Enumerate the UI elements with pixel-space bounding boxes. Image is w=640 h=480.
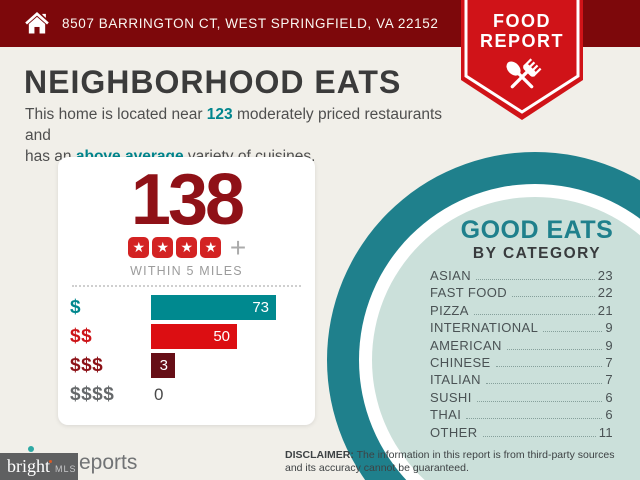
star-icon: ★ bbox=[200, 237, 222, 258]
dotted-leader bbox=[476, 279, 595, 280]
star-icon: ★ bbox=[176, 237, 198, 258]
price-level-label: $$$ bbox=[70, 354, 104, 376]
category-row: CHINESE 7 bbox=[430, 355, 613, 372]
dotted-leader bbox=[506, 348, 603, 350]
category-row: THAI 6 bbox=[430, 407, 613, 424]
category-label: ASIAN bbox=[430, 268, 472, 283]
home-icon bbox=[25, 12, 49, 34]
disclaimer-label: DISCLAIMER: bbox=[285, 449, 354, 461]
category-value: 9 bbox=[605, 337, 613, 353]
price-bar-row: $$$ 3 bbox=[70, 353, 303, 378]
logo-flame-icon bbox=[49, 460, 52, 463]
category-row: SUSHI 6 bbox=[430, 390, 613, 407]
category-value: 6 bbox=[605, 389, 613, 405]
category-row: PIZZA 21 bbox=[430, 303, 613, 320]
logo-reports-text: eports bbox=[79, 451, 138, 474]
ribbon-line2: REPORT bbox=[479, 31, 564, 51]
category-label: AMERICAN bbox=[430, 337, 502, 353]
dotted-leader bbox=[476, 400, 603, 402]
disclaimer: DISCLAIMER: The information in this repo… bbox=[285, 449, 633, 475]
price-bar: 50 bbox=[151, 324, 237, 349]
logo-bright-text: bright bbox=[7, 456, 50, 476]
category-value: 7 bbox=[605, 354, 613, 370]
category-row: AMERICAN 9 bbox=[430, 338, 613, 355]
category-value: 7 bbox=[605, 372, 613, 388]
dotted-divider bbox=[72, 285, 301, 287]
price-bar: 73 bbox=[151, 295, 276, 320]
category-row: INTERNATIONAL 9 bbox=[430, 320, 613, 337]
price-bar-zero-value: 0 bbox=[154, 384, 164, 404]
category-row: ITALIAN 7 bbox=[430, 372, 613, 389]
category-value: 23 bbox=[597, 268, 613, 283]
dotted-leader bbox=[473, 313, 595, 315]
price-bar-row: $$ 50 bbox=[70, 324, 303, 349]
category-value: 9 bbox=[605, 320, 613, 336]
category-value: 11 bbox=[598, 424, 613, 440]
category-label: ITALIAN bbox=[430, 372, 481, 388]
category-panel-title: GOOD EATS bbox=[460, 216, 614, 244]
category-label: OTHER bbox=[430, 424, 478, 440]
category-panel-subtitle: BY CATEGORY bbox=[472, 245, 602, 262]
category-value: 21 bbox=[597, 302, 613, 318]
restaurant-count: 138 bbox=[130, 160, 245, 240]
disclaimer-text: The information in this report is from t… bbox=[285, 449, 615, 474]
category-row: ASIAN 23 bbox=[430, 268, 613, 285]
logo-teal-dot-icon bbox=[28, 446, 34, 452]
intro-highlight: 123 bbox=[206, 106, 233, 123]
star-icon: ★ bbox=[152, 237, 174, 258]
star-icon: ★ bbox=[128, 237, 150, 258]
category-label: THAI bbox=[430, 407, 462, 423]
food-report-ribbon: FOOD REPORT bbox=[461, 0, 583, 124]
price-level-label: $ bbox=[70, 296, 82, 318]
category-list: ASIAN 23 FAST FOOD 22 PIZZA 21 INTERNATIONAL 9 A… bbox=[430, 268, 613, 442]
category-label: CHINESE bbox=[430, 354, 491, 370]
ribbon-shape bbox=[461, 0, 583, 120]
category-label: INTERNATIONAL bbox=[430, 320, 539, 336]
spoon-fork-icon bbox=[506, 58, 542, 89]
category-row: FAST FOOD 22 bbox=[430, 285, 613, 302]
category-value: 22 bbox=[597, 285, 613, 301]
price-bar-row: $$$$ 0 bbox=[70, 382, 303, 407]
dotted-leader bbox=[543, 331, 603, 333]
price-bar-row: $73 bbox=[70, 295, 303, 320]
category-label: SUSHI bbox=[430, 389, 472, 405]
price-bar-chart: $73 $$ 50 $$$ 3 $$$$ 0 bbox=[70, 295, 303, 411]
price-level-label: $$$$ bbox=[70, 383, 115, 405]
header-address: 8507 BARRINGTON CT, WEST SPRINGFIELD, VA… bbox=[62, 16, 439, 31]
category-row: OTHER 11 bbox=[430, 425, 613, 442]
rating-stars: ★ ★ ★ ★ bbox=[127, 237, 223, 258]
price-bar: 3 bbox=[151, 353, 175, 378]
rating-row: ★ ★ ★ ★ + bbox=[58, 232, 315, 263]
dotted-leader bbox=[495, 365, 603, 367]
category-value: 6 bbox=[605, 407, 613, 423]
brightmls-watermark: bright MLS bbox=[0, 453, 78, 480]
price-level-label: $$ bbox=[70, 325, 93, 347]
radius-label: WITHIN 5 MILES bbox=[130, 264, 243, 278]
plus-sign: + bbox=[229, 232, 247, 263]
dotted-leader bbox=[512, 296, 595, 298]
dotted-leader bbox=[482, 435, 596, 437]
ribbon-line1: FOOD bbox=[493, 11, 551, 31]
category-label: PIZZA bbox=[430, 302, 469, 318]
dotted-leader bbox=[466, 418, 603, 420]
category-label: FAST FOOD bbox=[430, 285, 508, 301]
page-title: NEIGHBORHOOD EATS bbox=[24, 64, 402, 100]
logo-mls-text: MLS bbox=[55, 464, 77, 474]
dotted-leader bbox=[485, 383, 603, 385]
summary-card: 138 ★ ★ ★ ★ + WITHIN 5 MILES $73 $$ 50 $$$ 3 $$$… bbox=[58, 157, 315, 425]
